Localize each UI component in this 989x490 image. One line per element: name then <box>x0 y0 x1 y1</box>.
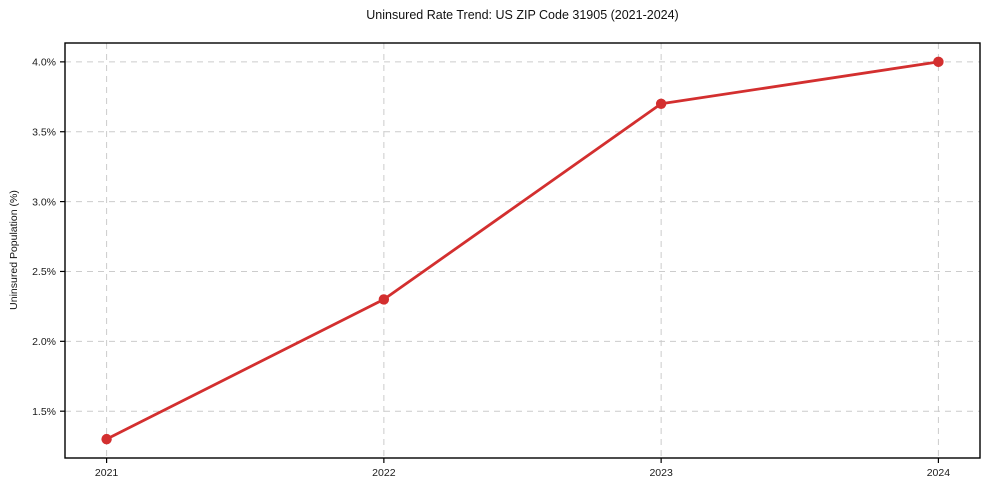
y-tick-label: 1.5% <box>32 406 56 418</box>
y-tick-label: 4.0% <box>32 57 56 69</box>
data-point-marker <box>101 433 112 445</box>
plot-border <box>64 42 981 459</box>
x-tick-label: 2023 <box>649 467 673 479</box>
y-tick-label: 3.0% <box>32 196 56 208</box>
y-tick-label: 2.0% <box>32 336 56 348</box>
chart-title: Uninsured Rate Trend: US ZIP Code 31905 … <box>366 8 679 22</box>
y-tick-label: 3.5% <box>32 126 56 138</box>
x-tick-label: 2021 <box>95 467 119 479</box>
data-point-marker <box>655 98 667 109</box>
data-point-marker <box>378 294 390 305</box>
data-point-marker <box>933 56 944 68</box>
x-tick-label: 2022 <box>372 467 396 479</box>
x-tick-label: 2024 <box>927 467 951 479</box>
trend-line <box>105 60 940 441</box>
y-tick-label: 2.5% <box>32 266 56 278</box>
